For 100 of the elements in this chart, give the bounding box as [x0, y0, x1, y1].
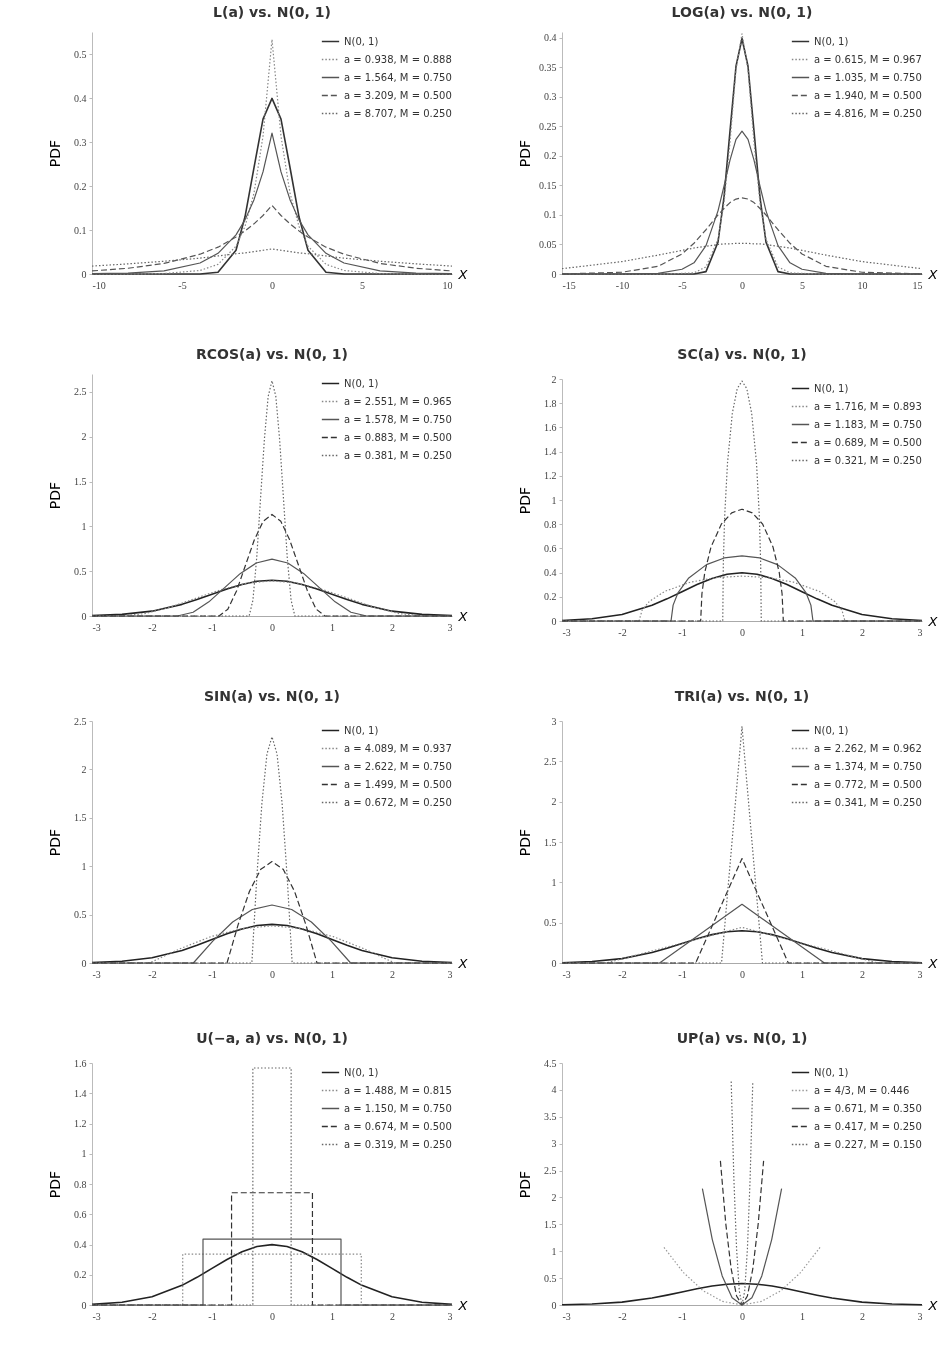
y-tick-label: 1 [81, 1148, 87, 1160]
x-axis-title: X [927, 955, 939, 971]
y-axis-title: PDF [516, 139, 533, 168]
x-tick-label: 5 [360, 279, 365, 291]
x-axis-title: X [927, 1297, 939, 1313]
y-axis-title: PDF [516, 486, 533, 515]
x-tick-label: 10 [442, 279, 453, 291]
line-series [561, 242, 923, 270]
x-tick-label: -1 [208, 621, 217, 633]
y-tick-label: 0.2 [74, 180, 87, 192]
y-tick-label: 0.5 [74, 565, 87, 577]
legend-label: N(0, 1) [814, 35, 849, 47]
y-tick-label: 1.5 [544, 1218, 557, 1230]
y-tick-label: 2.5 [74, 386, 87, 398]
legend-label: a = 1.035, M = 0.750 [814, 71, 922, 83]
legend-label: a = 1.488, M = 0.815 [344, 1084, 452, 1096]
chart-title: SIN(a) vs. N(0, 1) [204, 688, 340, 704]
chart-title: RCOS(a) vs. N(0, 1) [196, 346, 348, 362]
y-tick-label: 0.4 [544, 567, 557, 579]
y-tick-label: 2 [81, 431, 87, 443]
legend-label: N(0, 1) [344, 1066, 379, 1078]
x-tick-label: -5 [678, 279, 687, 291]
x-tick-label: 10 [857, 279, 868, 291]
x-tick-label: 2 [860, 1310, 865, 1322]
legend-label: a = 4.089, M = 0.937 [344, 742, 452, 754]
x-tick-label: 15 [912, 279, 923, 291]
y-tick-label: 0.4 [74, 92, 87, 104]
y-tick-label: 2.5 [544, 1165, 557, 1177]
y-axis-title: PDF [516, 828, 533, 857]
x-tick-label: 1 [800, 968, 805, 980]
y-tick-label: 1.4 [544, 446, 557, 458]
chart-title: UP(a) vs. N(0, 1) [676, 1030, 808, 1046]
line-series [561, 508, 923, 622]
legend-label: a = 0.341, M = 0.250 [814, 796, 922, 808]
x-tick-label: -10 [615, 279, 630, 291]
y-tick-label: 0.05 [539, 238, 557, 250]
x-tick-label: -2 [148, 621, 157, 633]
legend-label: N(0, 1) [814, 382, 849, 394]
x-tick-label: 0 [270, 1310, 275, 1322]
legend-label: a = 0.674, M = 0.500 [344, 1120, 452, 1132]
x-tick-label: -3 [92, 1310, 101, 1322]
legend-label: a = 0.671, M = 0.350 [814, 1102, 922, 1114]
chart-title: LOG(a) vs. N(0, 1) [671, 4, 813, 20]
legend-label: a = 0.938, M = 0.888 [344, 53, 452, 65]
x-tick-label: 3 [447, 968, 453, 980]
x-tick-label: 2 [860, 968, 865, 980]
x-tick-label: 3 [917, 626, 923, 638]
line-series [91, 248, 453, 267]
y-tick-label: 0 [551, 268, 557, 280]
y-axis-title: PDF [46, 828, 63, 857]
x-tick-label: -1 [678, 1310, 687, 1322]
legend-label: a = 1.940, M = 0.500 [814, 89, 922, 101]
legend-label: a = 0.672, M = 0.250 [344, 796, 452, 808]
legend-label: N(0, 1) [814, 1066, 849, 1078]
legend-label: a = 0.227, M = 0.150 [814, 1138, 922, 1150]
legend-label: a = 4/3, M = 0.446 [814, 1084, 910, 1096]
legend-label: a = 3.209, M = 0.500 [344, 89, 452, 101]
x-tick-label: 1 [330, 1310, 335, 1322]
y-tick-label: 0 [81, 610, 87, 622]
x-tick-label: -3 [92, 968, 101, 980]
y-tick-label: 1.2 [544, 470, 557, 482]
y-tick-label: 2 [551, 796, 557, 808]
y-tick-label: 0.3 [74, 136, 87, 148]
y-tick-label: 0 [81, 957, 87, 969]
y-tick-label: 0.4 [544, 32, 557, 44]
y-tick-label: 4.5 [544, 1057, 557, 1069]
x-tick-label: -5 [178, 279, 187, 291]
y-tick-label: 0.1 [74, 224, 87, 236]
line-series [91, 736, 453, 964]
x-tick-label: -1 [678, 626, 687, 638]
x-axis-title: X [457, 608, 469, 624]
x-tick-label: 3 [447, 1310, 453, 1322]
x-tick-label: -10 [92, 279, 106, 291]
y-tick-label: 1.4 [74, 1087, 87, 1099]
line-series [561, 1282, 923, 1306]
y-tick-label: 0.6 [74, 1208, 87, 1220]
x-tick-label: -3 [562, 626, 571, 638]
legend-label: a = 0.321, M = 0.250 [814, 454, 922, 466]
x-tick-label: 3 [917, 968, 923, 980]
y-tick-label: 0.1 [544, 209, 557, 221]
legend-label: a = 0.772, M = 0.500 [814, 778, 922, 790]
y-tick-label: 0.6 [544, 542, 557, 554]
y-tick-label: 1.5 [544, 836, 557, 848]
y-tick-label: 1 [551, 1245, 557, 1257]
legend-label: N(0, 1) [344, 724, 379, 736]
x-axis-title: X [457, 266, 469, 282]
x-tick-label: -1 [678, 968, 687, 980]
legend-label: a = 0.417, M = 0.250 [814, 1120, 922, 1132]
line-series [701, 1188, 783, 1306]
chart-title: TRI(a) vs. N(0, 1) [674, 688, 810, 704]
y-tick-label: 1 [81, 860, 87, 872]
y-tick-label: 1.6 [544, 421, 557, 433]
y-axis-title: PDF [516, 1170, 533, 1199]
line-series [561, 380, 923, 622]
x-tick-label: -15 [562, 279, 576, 291]
x-tick-label: -3 [562, 1310, 571, 1322]
y-tick-label: 1 [551, 494, 557, 506]
line-series [91, 380, 453, 617]
legend-label: a = 0.883, M = 0.500 [344, 431, 452, 443]
x-tick-label: -2 [618, 626, 627, 638]
